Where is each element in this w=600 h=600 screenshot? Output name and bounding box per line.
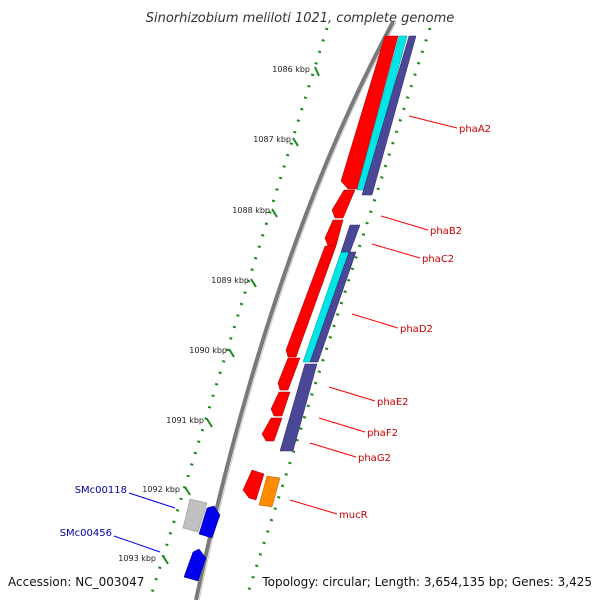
gene-SMc00118-blue <box>198 505 221 539</box>
navy-feature-track <box>279 35 417 452</box>
kbp-tick <box>292 137 299 147</box>
cyan-feature-track <box>302 35 408 363</box>
gene-phaA2-navy <box>361 35 417 196</box>
other-features <box>182 475 281 582</box>
gene-label-phaE2[interactable]: phaE2 <box>377 397 409 408</box>
gene-SMc00118-gray <box>182 498 208 533</box>
kbp-tick <box>250 278 257 288</box>
gene-phaD2-navy <box>309 251 357 363</box>
gene-phaE2-cds <box>277 357 301 391</box>
kbp-label: 1086 kbp <box>272 65 310 74</box>
kbp-tick <box>314 66 320 77</box>
gene-label-mucR[interactable]: mucR <box>339 510 368 521</box>
gene-mucR-cds <box>242 469 265 501</box>
kbp-tick <box>184 486 191 496</box>
genome-summary: Topology: circular; Length: 3,654,135 bp… <box>261 575 592 589</box>
gene-label-phaF2[interactable]: phaF2 <box>367 428 398 439</box>
kbp-label: 1093 kbp <box>118 554 156 563</box>
gene-phaA2-cds <box>340 35 399 190</box>
kbp-label: 1090 kbp <box>189 346 227 355</box>
gene-label-phaG2[interactable]: phaG2 <box>358 453 391 464</box>
gene-phaB2-navy <box>340 224 361 253</box>
kbp-label: 1089 kbp <box>211 276 249 285</box>
gene-phaF2-cds <box>270 391 291 417</box>
gene-label-phaB2[interactable]: phaB2 <box>430 226 462 237</box>
gene-label-phaC2[interactable]: phaC2 <box>422 254 454 265</box>
gene-phaD2-cds <box>285 245 337 358</box>
gene-label-SMc00118[interactable]: SMc00118 <box>75 485 127 496</box>
gene-phaB2-cds <box>331 189 356 219</box>
kbp-label: 1091 kbp <box>166 416 204 425</box>
kbp-label: 1092 kbp <box>142 485 180 494</box>
gene-label-SMc00456[interactable]: SMc00456 <box>60 528 112 539</box>
kbp-tick <box>162 555 169 565</box>
map-title: Sinorhizobium meliloti 1021, complete ge… <box>146 11 455 26</box>
kbp-tick <box>228 348 235 358</box>
kbp-tick <box>271 208 278 218</box>
kbp-scale: 1086 kbp 1087 kbp 1088 kbp 1089 kbp 1090… <box>118 65 320 565</box>
accession-label: Accession: NC_003047 <box>8 575 144 589</box>
gene-phaG2-cds <box>261 417 283 442</box>
gene-phaE2-navy <box>279 363 318 452</box>
gene-label-phaA2[interactable]: phaA2 <box>459 124 491 135</box>
forward-strand-features <box>242 35 399 501</box>
gene-label-phaD2[interactable]: phaD2 <box>400 324 433 335</box>
gene-SMc00456-blue <box>183 548 207 582</box>
gene-phaC2-cds <box>324 219 344 247</box>
gene-labels: phaA2 phaB2 phaC2 phaD2 phaE2 phaF2 phaG… <box>60 115 491 553</box>
kbp-tick <box>206 418 213 428</box>
gene-mucR-orange <box>258 475 281 508</box>
kbp-label: 1087 kbp <box>253 135 291 144</box>
genome-backbone <box>194 21 397 600</box>
kbp-label: 1088 kbp <box>232 206 270 215</box>
